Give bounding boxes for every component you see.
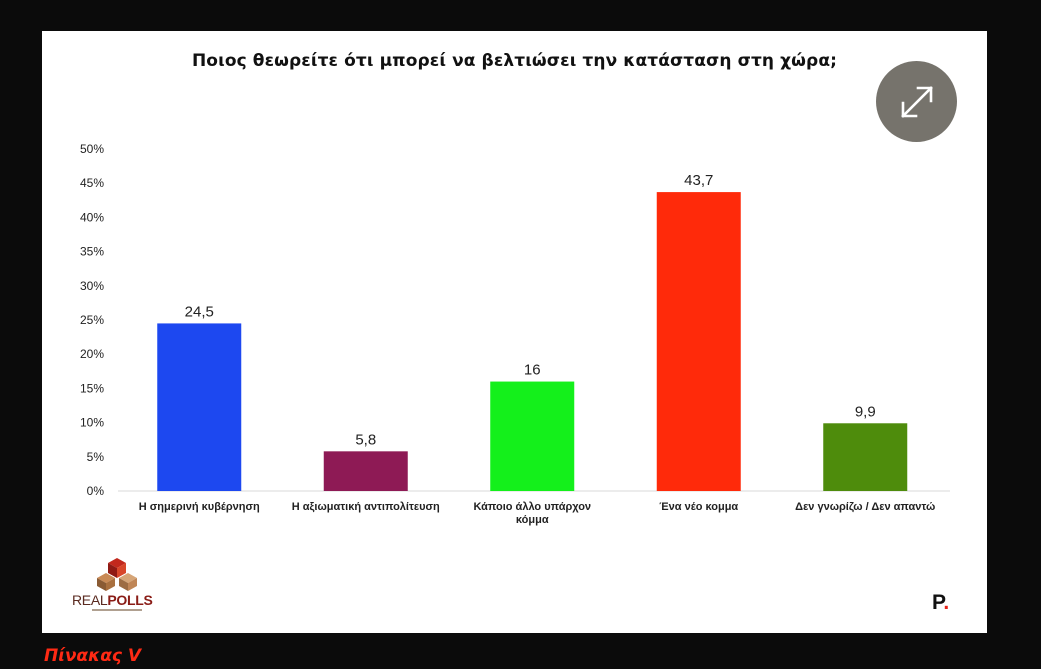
y-axis: 0% 5% 10% 15% 20% 25% 30% 35% 40% 45% 50% bbox=[80, 142, 104, 498]
realpolls-tagline-mark bbox=[92, 609, 142, 611]
y-tick-label: 25% bbox=[80, 313, 104, 327]
x-category-label: Η σημερινή κυβέρνηση bbox=[139, 501, 260, 513]
p-logo: P. bbox=[932, 591, 949, 615]
y-tick-label: 5% bbox=[87, 450, 105, 464]
realpolls-logo: REALPOLLS bbox=[72, 556, 162, 612]
realpolls-wordmark-real: REAL bbox=[72, 592, 108, 608]
bar-value-label: 16 bbox=[524, 362, 541, 379]
bars bbox=[157, 192, 908, 492]
value-labels: 24,5 5,8 16 43,7 9,9 bbox=[185, 172, 876, 448]
realpolls-wordmark: REALPOLLS bbox=[72, 592, 162, 608]
x-category-label: Κάποιο άλλο υπάρχον bbox=[473, 501, 591, 513]
chart-card: Ποιος θεωρείτε ότι μπορεί να βελτιώσει τ… bbox=[42, 31, 987, 633]
realpolls-cube-icon bbox=[97, 558, 137, 591]
expand-arrows-icon bbox=[900, 85, 933, 118]
p-logo-dot: . bbox=[943, 591, 950, 614]
y-tick-label: 30% bbox=[80, 279, 104, 293]
x-category-label: Η αξιωματική αντιπολίτευση bbox=[292, 501, 440, 513]
category-labels: Η σημερινή κυβέρνηση Η αξιωματική αντιπολ… bbox=[139, 501, 936, 526]
y-tick-label: 10% bbox=[80, 416, 104, 430]
bar-value-label: 5,8 bbox=[355, 431, 376, 448]
bar bbox=[490, 381, 575, 491]
y-tick-label: 40% bbox=[80, 210, 104, 224]
bar bbox=[157, 323, 242, 491]
y-tick-label: 0% bbox=[87, 484, 105, 498]
x-category-label: κόμμα bbox=[516, 514, 549, 526]
table-caption: Πίνακας V bbox=[44, 646, 142, 666]
bar-value-label: 9,9 bbox=[855, 403, 876, 420]
y-tick-label: 35% bbox=[80, 245, 104, 259]
y-tick-label: 20% bbox=[80, 347, 104, 361]
realpolls-wordmark-polls: POLLS bbox=[107, 592, 153, 608]
bar bbox=[823, 423, 908, 491]
bar-chart: 0% 5% 10% 15% 20% 25% 30% 35% 40% 45% 50% 24,5 5,8 1… bbox=[80, 142, 950, 526]
y-tick-label: 50% bbox=[80, 142, 104, 156]
y-tick-label: 15% bbox=[80, 381, 104, 395]
bar-value-label: 43,7 bbox=[684, 172, 713, 189]
x-category-label: Ένα νέο κομμα bbox=[659, 501, 738, 513]
y-tick-label: 45% bbox=[80, 176, 104, 190]
expand-button[interactable] bbox=[876, 61, 957, 142]
bar bbox=[656, 192, 741, 492]
chart-title: Ποιος θεωρείτε ότι μπορεί να βελτιώσει τ… bbox=[191, 51, 837, 71]
bar bbox=[323, 451, 408, 491]
bar-value-label: 24,5 bbox=[185, 303, 214, 320]
x-category-label: Δεν γνωρίζω / Δεν απαντώ bbox=[795, 501, 935, 513]
p-logo-letter: P bbox=[932, 591, 944, 614]
